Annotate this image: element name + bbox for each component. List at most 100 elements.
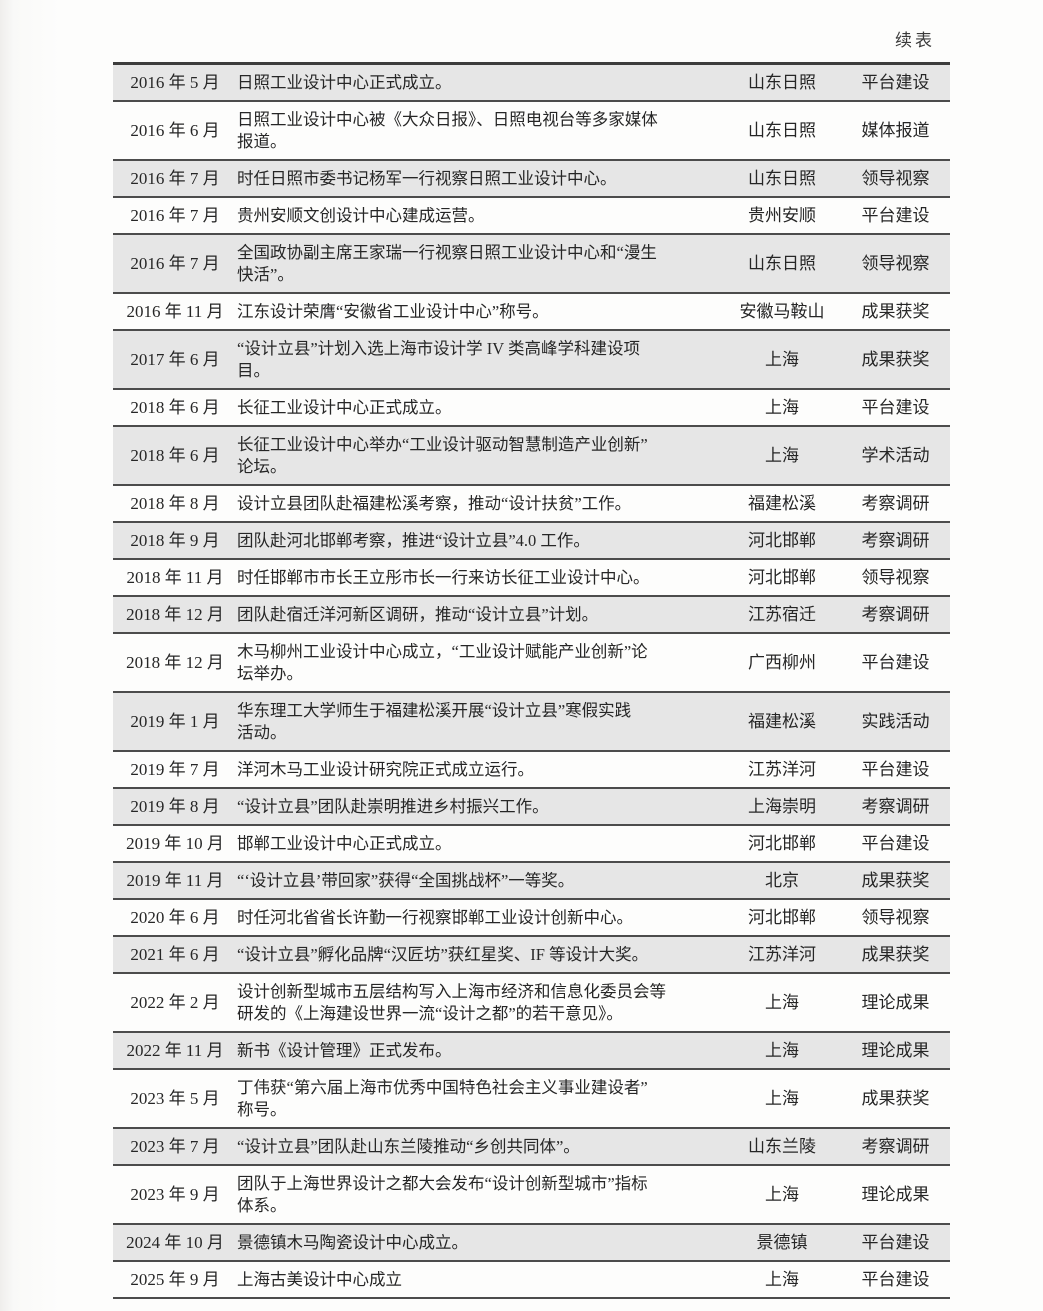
event-category: 考察调研	[861, 796, 930, 816]
event-date: 2020 年 6 月	[130, 907, 220, 927]
event-category: 平台建设	[861, 652, 930, 672]
event-location: 山东日照	[748, 253, 816, 273]
event-location: 上海崇明	[748, 796, 816, 816]
table-row: 2018 年 9 月 团队赴河北邯郸考察，推进“设计立县”4.0 工作。 河北邯…	[113, 522, 950, 559]
table-row: 2018 年 6 月 长征工业设计中心举办“工业设计驱动智慧制造产业创新” 论坛…	[113, 426, 950, 485]
event-date: 2016 年 7 月	[130, 168, 220, 188]
event-location: 河北邯郸	[748, 907, 816, 927]
table-row: 2016 年 11 月 江东设计荣膺“安徽省工业设计中心”称号。 安徽马鞍山 成…	[113, 293, 950, 330]
event-location: 上海	[765, 397, 799, 417]
events-table: 2016 年 5 月 日照工业设计中心正式成立。 山东日照 平台建设 2016 …	[113, 62, 950, 1299]
events-table-body: 2016 年 5 月 日照工业设计中心正式成立。 山东日照 平台建设 2016 …	[113, 63, 950, 1298]
event-category: 理论成果	[861, 992, 930, 1012]
event-description: 时任日照市委书记杨军一行视察日照工业设计中心。	[237, 168, 617, 188]
event-category: 领导视察	[861, 253, 930, 273]
event-category: 平台建设	[861, 833, 930, 853]
event-location: 上海	[765, 1269, 799, 1289]
event-description: 丁伟获“第六届上海市优秀中国特色社会主义事业建设者” 称号。	[237, 1077, 648, 1119]
event-date: 2018 年 8 月	[130, 493, 220, 513]
event-description: “‘设计立县’带回家”获得“全国挑战杯”一等奖。	[237, 870, 575, 890]
event-description: 团队于上海世界设计之都大会发布“设计创新型城市”指标 体系。	[237, 1173, 648, 1215]
event-location: 江苏洋河	[748, 759, 816, 779]
event-date: 2018 年 9 月	[130, 530, 220, 550]
table-row: 2025 年 9 月 上海古美设计中心成立 上海 平台建设	[113, 1261, 950, 1298]
table-row: 2018 年 6 月 长征工业设计中心正式成立。 上海 平台建设	[113, 389, 950, 426]
table-row: 2019 年 11 月 “‘设计立县’带回家”获得“全国挑战杯”一等奖。 北京 …	[113, 862, 950, 899]
table-row: 2018 年 12 月 木马柳州工业设计中心成立，“工业设计赋能产业创新”论 坛…	[113, 633, 950, 692]
event-location: 北京	[765, 870, 799, 890]
event-description: 景德镇木马陶瓷设计中心成立。	[237, 1232, 468, 1252]
table-row: 2024 年 10 月 景德镇木马陶瓷设计中心成立。 景德镇 平台建设	[113, 1224, 950, 1261]
event-description: 江东设计荣膺“安徽省工业设计中心”称号。	[237, 301, 549, 321]
event-location: 福建松溪	[748, 711, 816, 731]
event-date: 2022 年 11 月	[126, 1040, 224, 1060]
event-location: 上海	[765, 1040, 799, 1060]
event-date: 2019 年 8 月	[130, 796, 220, 816]
table-row: 2019 年 1 月 华东理工大学师生于福建松溪开展“设计立县”寒假实践 活动。…	[113, 692, 950, 751]
event-description: 木马柳州工业设计中心成立，“工业设计赋能产业创新”论 坛举办。	[237, 641, 648, 683]
table-row: 2021 年 6 月 “设计立县”孵化品牌“汉匠坊”获红星奖、IF 等设计大奖。…	[113, 936, 950, 973]
event-description: “设计立县”计划入选上海市设计学 IV 类高峰学科建设项 目。	[237, 338, 641, 380]
event-description: 设计立县团队赴福建松溪考察，推动“设计扶贫”工作。	[237, 493, 632, 513]
event-location: 福建松溪	[748, 493, 816, 513]
event-date: 2025 年 9 月	[130, 1269, 220, 1289]
event-location: 河北邯郸	[748, 567, 816, 587]
event-location: 上海	[765, 992, 799, 1012]
event-description: 邯郸工业设计中心正式成立。	[237, 833, 452, 853]
event-description: 华东理工大学师生于福建松溪开展“设计立县”寒假实践 活动。	[237, 700, 632, 742]
table-row: 2023 年 5 月 丁伟获“第六届上海市优秀中国特色社会主义事业建设者” 称号…	[113, 1069, 950, 1128]
table-row: 2020 年 6 月 时任河北省省长许勤一行视察邯郸工业设计创新中心。 河北邯郸…	[113, 899, 950, 936]
event-description: 贵州安顺文创设计中心建成运营。	[237, 205, 485, 225]
event-location: 广西柳州	[748, 652, 816, 672]
table-row: 2016 年 6 月 日照工业设计中心被《大众日报》、日照电视台等多家媒体 报道…	[113, 101, 950, 160]
table-row: 2018 年 12 月 团队赴宿迁洋河新区调研，推动“设计立县”计划。 江苏宿迁…	[113, 596, 950, 633]
event-date: 2018 年 11 月	[126, 567, 224, 587]
event-date: 2016 年 7 月	[130, 205, 220, 225]
event-description: “设计立县”孵化品牌“汉匠坊”获红星奖、IF 等设计大奖。	[237, 944, 649, 964]
event-category: 领导视察	[861, 907, 930, 927]
event-date: 2019 年 7 月	[130, 759, 220, 779]
table-row: 2018 年 11 月 时任邯郸市市长王立彤市长一行来访长征工业设计中心。 河北…	[113, 559, 950, 596]
event-category: 成果获奖	[861, 349, 930, 369]
event-location: 山东兰陵	[748, 1136, 816, 1156]
event-category: 学术活动	[861, 445, 930, 465]
event-date: 2018 年 6 月	[130, 397, 220, 417]
event-location: 河北邯郸	[748, 530, 816, 550]
event-description: 设计创新型城市五层结构写入上海市经济和信息化委员会等 研发的《上海建设世界一流“…	[237, 981, 666, 1023]
event-date: 2021 年 6 月	[130, 944, 220, 964]
event-category: 考察调研	[861, 493, 930, 513]
event-category: 考察调研	[861, 1136, 930, 1156]
event-description: 团队赴宿迁洋河新区调研，推动“设计立县”计划。	[237, 604, 599, 624]
event-location: 江苏宿迁	[748, 604, 816, 624]
event-date: 2023 年 9 月	[130, 1184, 220, 1204]
event-category: 考察调研	[861, 530, 930, 550]
table-row: 2016 年 7 月 贵州安顺文创设计中心建成运营。 贵州安顺 平台建设	[113, 197, 950, 234]
table-row: 2019 年 10 月 邯郸工业设计中心正式成立。 河北邯郸 平台建设	[113, 825, 950, 862]
event-category: 实践活动	[861, 711, 930, 731]
event-description: 洋河木马工业设计研究院正式成立运行。	[237, 759, 534, 779]
event-date: 2019 年 1 月	[130, 711, 220, 731]
event-description: 新书《设计管理》正式发布。	[237, 1040, 452, 1060]
event-category: 领导视察	[861, 168, 930, 188]
event-category: 平台建设	[861, 1269, 930, 1289]
event-location: 景德镇	[756, 1232, 808, 1252]
table-row: 2023 年 7 月 “设计立县”团队赴山东兰陵推动“乡创共同体”。 山东兰陵 …	[113, 1128, 950, 1165]
event-date: 2016 年 7 月	[130, 253, 220, 273]
table-row: 2018 年 8 月 设计立县团队赴福建松溪考察，推动“设计扶贫”工作。 福建松…	[113, 485, 950, 522]
event-location: 江苏洋河	[748, 944, 816, 964]
event-category: 成果获奖	[861, 870, 930, 890]
event-date: 2024 年 10 月	[126, 1232, 224, 1252]
event-description: “设计立县”团队赴崇明推进乡村振兴工作。	[237, 796, 549, 816]
event-category: 理论成果	[861, 1040, 930, 1060]
event-category: 成果获奖	[861, 1088, 930, 1108]
table-row: 2016 年 7 月 全国政协副主席王家瑞一行视察日照工业设计中心和“漫生 快活…	[113, 234, 950, 293]
event-category: 平台建设	[861, 759, 930, 779]
event-description: 长征工业设计中心举办“工业设计驱动智慧制造产业创新” 论坛。	[237, 434, 648, 476]
event-date: 2019 年 11 月	[126, 870, 224, 890]
event-location: 上海	[765, 445, 799, 465]
event-location: 山东日照	[748, 120, 816, 140]
event-date: 2019 年 10 月	[126, 833, 224, 853]
event-date: 2023 年 5 月	[130, 1088, 220, 1108]
event-category: 媒体报道	[861, 120, 930, 140]
event-category: 理论成果	[861, 1184, 930, 1204]
